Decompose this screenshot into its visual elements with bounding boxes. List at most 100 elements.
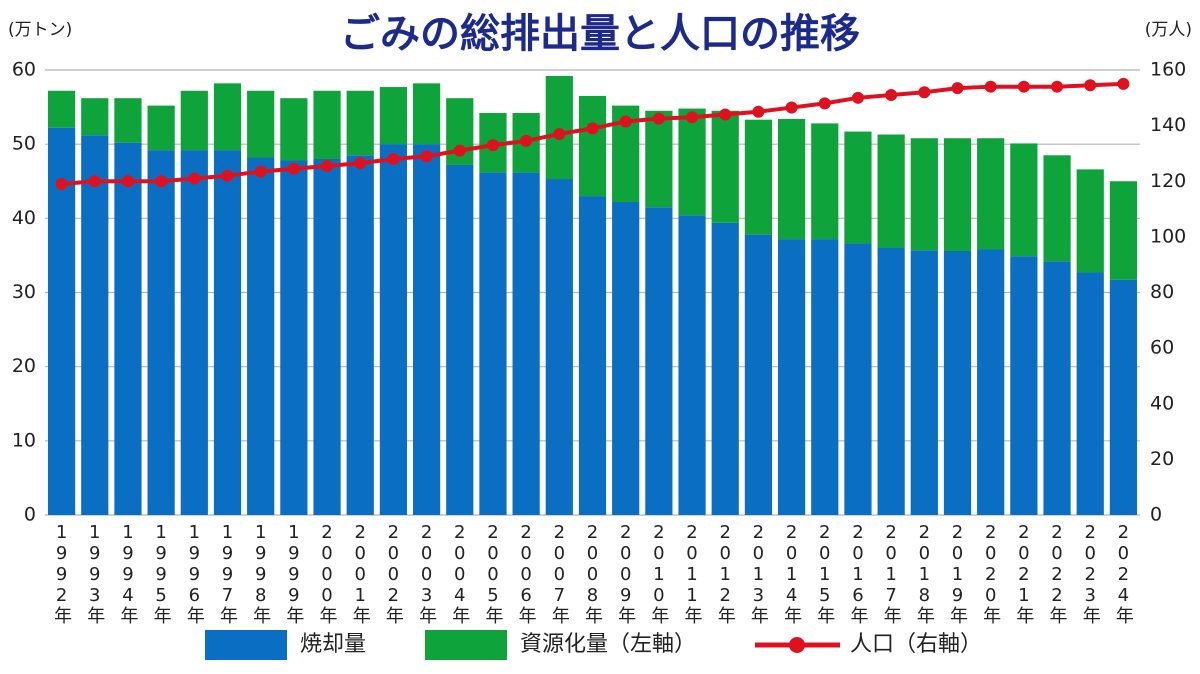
y-tick-label: 50 <box>12 133 36 155</box>
y2-tick-label: 40 <box>1150 392 1174 414</box>
y2-tick-label: 160 <box>1150 59 1186 81</box>
x-tick-label: 2003年 <box>416 522 437 624</box>
bar-segment <box>977 138 1005 250</box>
x-tick-label: 2010年 <box>648 522 669 624</box>
x-tick-label: 2018年 <box>914 522 935 624</box>
y2-tick-label: 0 <box>1150 504 1162 526</box>
x-tick-label: 2008年 <box>582 522 603 624</box>
y-tick-label: 40 <box>12 207 36 229</box>
legend-swatch <box>789 637 805 653</box>
x-tick-label: 2016年 <box>847 522 868 624</box>
bar-segment <box>877 134 905 248</box>
bar-segment <box>744 119 773 235</box>
x-tick-label: 1994年 <box>117 522 138 624</box>
bar-segment <box>280 98 308 161</box>
point <box>1017 80 1030 93</box>
x-tick-label: 1999年 <box>283 522 304 624</box>
point <box>453 144 466 157</box>
bar-segment <box>645 207 673 516</box>
bar-segment <box>147 150 175 515</box>
point <box>420 150 433 163</box>
bar-segment <box>47 127 76 515</box>
x-tick-label: 2020年 <box>980 522 1001 624</box>
point <box>984 80 997 93</box>
y-tick-label: 60 <box>12 59 36 81</box>
bar-segment <box>247 157 275 515</box>
x-tick-label: 2022年 <box>1047 522 1068 624</box>
point <box>686 111 699 124</box>
x-tick-label: 2005年 <box>482 522 503 624</box>
y-tick-label: 10 <box>12 429 36 451</box>
bar-segment <box>379 144 408 515</box>
bar-segment <box>744 234 773 515</box>
point <box>1117 77 1130 90</box>
x-tick-label: 2002年 <box>383 522 404 624</box>
point <box>619 115 632 128</box>
chart-title: ごみの総排出量と人口の推移 <box>340 11 860 57</box>
bar-segment <box>412 83 441 145</box>
point <box>1051 80 1064 93</box>
bar-segment <box>47 90 76 128</box>
legend-label: 資源化量（左軸） <box>520 632 696 657</box>
bar-segment <box>910 250 938 515</box>
point <box>719 108 732 121</box>
point <box>354 157 367 170</box>
point <box>785 101 798 114</box>
bar-segment <box>1043 261 1071 515</box>
point <box>321 159 334 172</box>
x-tick-label: 1996年 <box>184 522 205 624</box>
x-tick-label: 1997年 <box>217 522 238 624</box>
y-axis-label: (万トン) <box>8 20 72 40</box>
x-tick-label: 1995年 <box>151 522 172 624</box>
x-tick-label: 2007年 <box>549 522 570 624</box>
point <box>885 89 898 102</box>
bar-segment <box>545 179 573 515</box>
x-tick-label: 2024年 <box>1113 522 1134 624</box>
point <box>586 122 599 135</box>
bar-segment <box>313 90 341 159</box>
bar-segment <box>1043 155 1071 262</box>
bar-segment <box>943 250 972 515</box>
bar-segment <box>446 164 474 515</box>
bar-segment <box>910 138 938 251</box>
bar-segment <box>1010 256 1038 515</box>
x-tick-label: 2021年 <box>1013 522 1034 624</box>
point <box>818 97 831 110</box>
point <box>88 175 101 188</box>
point <box>188 172 201 185</box>
bar-segment <box>81 98 109 136</box>
y-tick-label: 30 <box>12 281 36 303</box>
y-tick-label: 20 <box>12 355 36 377</box>
bar-segment <box>180 150 208 515</box>
bar-segment <box>678 215 706 515</box>
bar-segment <box>213 83 242 151</box>
x-tick-label: 1992年 <box>51 522 72 624</box>
x-tick-label: 2014年 <box>781 522 802 624</box>
x-tick-label: 2011年 <box>682 522 703 624</box>
y-tick-label: 0 <box>24 504 36 526</box>
bar-segment <box>1109 279 1138 515</box>
bar-segment <box>346 90 374 156</box>
y2-tick-label: 100 <box>1150 225 1186 247</box>
bar-segment <box>313 159 341 515</box>
legend-label: 焼却量 <box>300 632 366 657</box>
bar-segment <box>711 222 739 516</box>
bar-segment <box>545 75 573 180</box>
bar-segment <box>977 249 1005 515</box>
bar-segment <box>943 138 972 251</box>
bar-segment <box>811 123 839 240</box>
point <box>1084 79 1097 92</box>
bar-segment <box>844 131 872 244</box>
bar-segment <box>479 172 507 515</box>
x-tick-label: 2019年 <box>947 522 968 624</box>
bar-segment <box>612 202 640 515</box>
x-tick-label: 2012年 <box>715 522 736 624</box>
y2-tick-label: 140 <box>1150 114 1186 136</box>
point <box>387 153 400 165</box>
bar-segment <box>412 144 441 515</box>
x-tick-label: 2013年 <box>748 522 769 624</box>
point <box>951 82 964 95</box>
point <box>520 134 533 147</box>
bar-segment <box>844 243 872 516</box>
